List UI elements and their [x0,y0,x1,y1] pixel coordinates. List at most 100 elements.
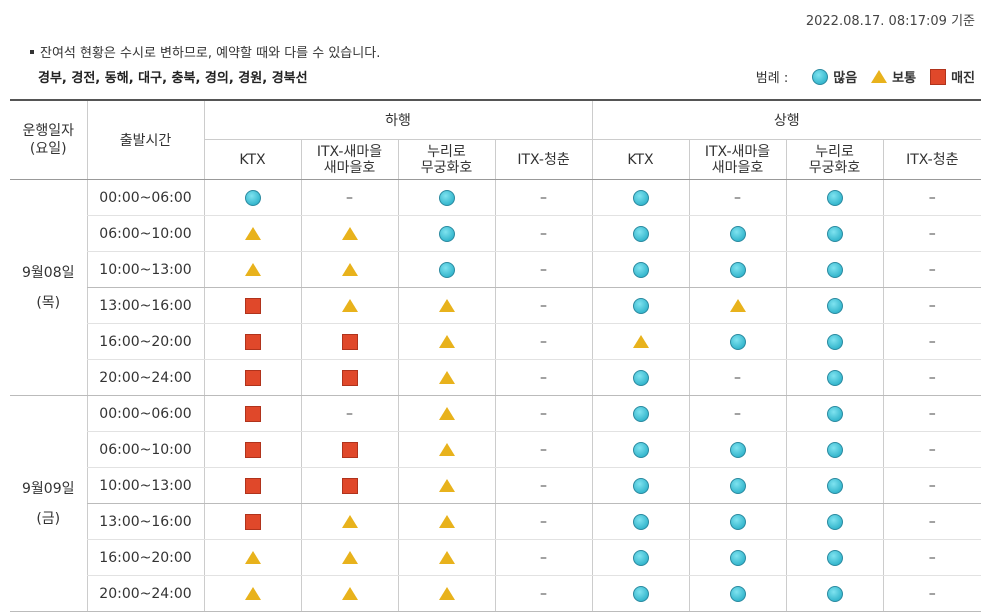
table-row: 16:00~20:00 – – [10,323,982,360]
square-icon [244,333,261,350]
table-row: 10:00~13:00 – – [10,251,982,288]
status-unavailable: – [494,179,593,216]
time-cell: 00:00~06:00 [86,395,204,432]
time-cell: 16:00~20:00 [86,539,204,576]
circle-icon [632,549,649,566]
time-cell: 10:00~13:00 [86,467,204,504]
status-cell [203,215,301,252]
status-unavailable: – [882,431,982,468]
circle-icon [632,261,649,278]
status-cell [300,575,398,612]
notice-text: 잔여석 현황은 수시로 변하므로, 예약할 때와 다를 수 있습니다. [40,46,381,61]
status-cell [688,287,787,324]
status-unavailable: – [882,503,982,540]
circle-icon [729,549,746,566]
status-cell [300,431,398,468]
header-down-ktx: KTX [203,139,301,180]
day-date-cell: 9월09일 (금) [10,395,87,612]
status-cell [591,323,690,360]
status-cell [688,215,787,252]
triangle-icon [341,515,358,528]
square-icon [341,441,358,458]
status-cell [300,287,398,324]
status-unavailable: – [494,215,593,252]
status-cell [785,323,884,360]
status-cell [785,395,884,432]
status-unavailable: – [494,395,593,432]
status-cell [397,359,495,396]
triangle-icon [438,335,455,348]
square-icon [244,369,261,386]
circle-icon [632,477,649,494]
table-body: 9월08일 (목) 00:00~06:00– – – –06:00~10:00– –10:… [10,179,982,612]
triangle-icon [341,263,358,276]
triangle-icon [632,335,649,348]
status-cell [591,503,690,540]
status-unavailable: – [882,287,982,324]
status-cell [591,215,690,252]
circle-icon [826,261,843,278]
circle-icon [632,369,649,386]
triangle-icon [438,515,455,528]
circle-icon [729,441,746,458]
circle-icon [632,513,649,530]
status-cell [300,251,398,288]
time-cell: 00:00~06:00 [86,179,204,216]
circle-icon [729,261,746,278]
triangle-icon [244,227,261,240]
circle-icon [729,585,746,602]
triangle-icon [729,299,746,312]
status-unavailable: – [688,395,787,432]
status-unavailable: – [494,467,593,504]
status-cell [591,287,690,324]
status-cell [203,467,301,504]
status-cell [397,503,495,540]
status-cell [203,431,301,468]
triangle-icon [871,70,888,83]
square-icon [341,477,358,494]
header-upbound: 상행 [591,99,982,140]
status-cell [397,215,495,252]
status-cell [591,431,690,468]
square-icon [244,477,261,494]
circle-icon [826,513,843,530]
status-cell [397,467,495,504]
circle-icon [438,225,455,242]
circle-icon [826,549,843,566]
time-cell: 13:00~16:00 [86,503,204,540]
status-cell [203,575,301,612]
status-unavailable: – [494,503,593,540]
square-icon [244,297,261,314]
circle-icon [632,189,649,206]
header-up-nuriro: 누리로 무궁화호 [785,139,884,180]
table-row: 20:00~24:00 – – – [10,359,982,396]
status-unavailable: – [882,215,982,252]
time-cell: 06:00~10:00 [86,431,204,468]
triangle-icon [341,227,358,240]
status-cell [203,359,301,396]
status-unavailable: – [494,431,593,468]
status-cell [688,539,787,576]
circle-icon [826,225,843,242]
status-cell [397,575,495,612]
status-unavailable: – [882,323,982,360]
header-down-nuriro: 누리로 무궁화호 [397,139,495,180]
legend-item-normal: 보통 [871,67,916,86]
header-down-itx-cheongchun: ITX-청춘 [494,139,593,180]
status-cell [397,395,495,432]
table-row: 10:00~13:00 – – [10,467,982,504]
legend-item-soldout: 매진 [930,67,975,86]
status-unavailable: – [300,395,398,432]
circle-icon [826,585,843,602]
status-unavailable: – [882,359,982,396]
status-cell [785,539,884,576]
status-cell [785,179,884,216]
legend-item-many: 많음 [812,67,857,86]
square-icon [341,333,358,350]
square-icon [930,68,947,85]
status-cell [785,431,884,468]
status-unavailable: – [882,539,982,576]
header-time: 출발시간 [86,99,204,180]
status-cell [785,251,884,288]
table-row: 13:00~16:00 – – [10,503,982,540]
